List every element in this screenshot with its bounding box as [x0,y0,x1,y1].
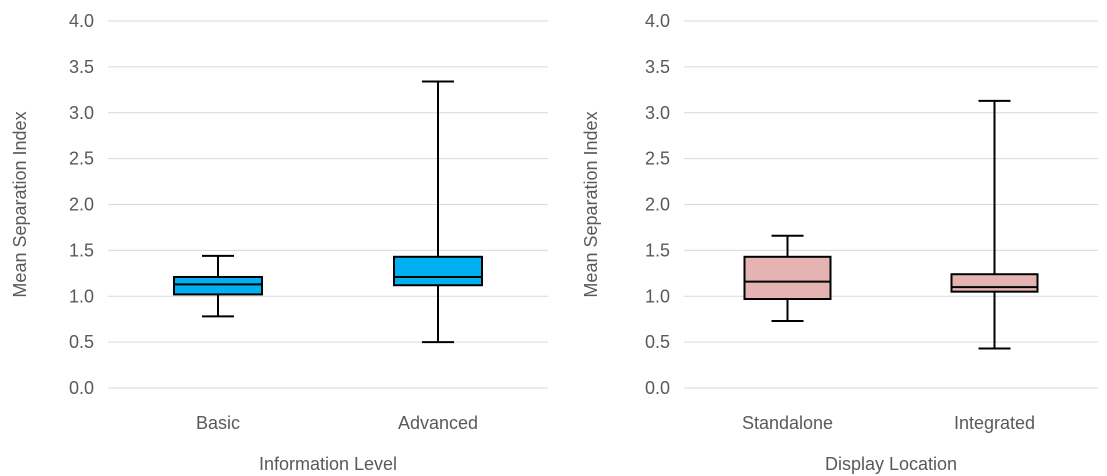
box-basic [173,254,263,318]
y-axis-label: Mean Separation Index [10,111,30,297]
box-advanced [393,80,483,344]
x-axis-label: Display Location [825,454,957,474]
y-tick-label: 2.5 [645,149,670,169]
y-tick-label: 3.5 [645,57,670,77]
chart-display-location: 0.0 0.5 1.0 1.5 2.0 2.5 3.0 3.5 4.0 Mean Separati… [581,11,1098,474]
x-tick-label: Advanced [398,413,478,433]
chart-information-level: 0.0 0.5 1.0 1.5 2.0 2.5 3.0 3.5 4.0 Mean Separati… [10,11,548,474]
y-tick-label: 4.0 [645,11,670,31]
y-tick-label: 2.0 [645,195,670,215]
box-integrated [950,99,1039,350]
box-iqr [743,255,832,301]
box-iqr [950,273,1039,293]
y-tick-label: 0.0 [645,378,670,398]
y-tick-label: 0.0 [69,378,94,398]
y-tick-label: 3.0 [69,103,94,123]
box-standalone [743,234,832,323]
y-tick-label: 3.5 [69,57,94,77]
x-axis-label: Information Level [259,454,397,474]
y-axis-label: Mean Separation Index [581,111,601,297]
box-iqr [393,255,483,287]
y-tick-label: 1.5 [69,240,94,260]
y-tick-label: 2.0 [69,195,94,215]
y-tick-label: 4.0 [69,11,94,31]
x-tick-label: Standalone [742,413,833,433]
box-iqr [173,275,263,296]
y-tick-label: 1.0 [645,286,670,306]
x-tick-label: Basic [196,413,240,433]
y-tick-label: 1.0 [69,286,94,306]
y-tick-label: 3.0 [645,103,670,123]
y-tick-label: 1.5 [645,240,670,260]
y-tick-label: 2.5 [69,149,94,169]
y-tick-label: 0.5 [69,332,94,352]
x-tick-label: Integrated [954,413,1035,433]
y-tick-label: 0.5 [645,332,670,352]
